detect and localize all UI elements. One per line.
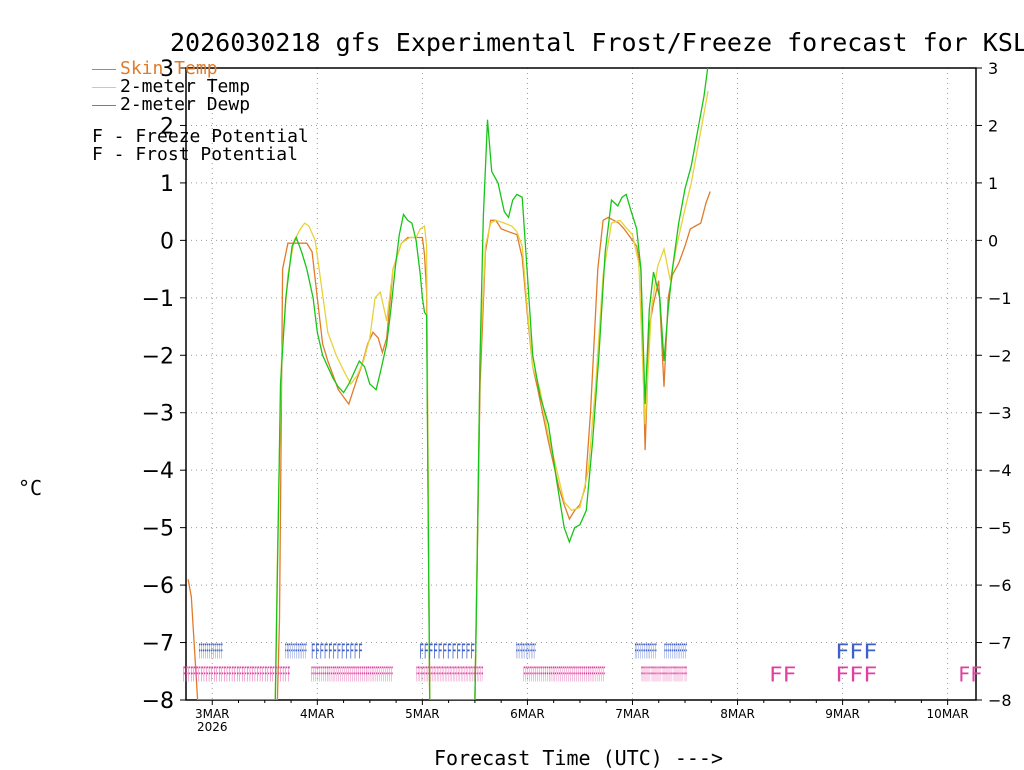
legend-temp-label: 2-meter Temp <box>120 76 251 97</box>
y-tick-label-left: 1 <box>160 172 174 197</box>
y-tick-label-left: −4 <box>142 459 174 484</box>
frost-marker: FFFFFFFFFFFF <box>664 639 687 663</box>
legend-freeze-potential: F - Freeze Potential <box>92 126 309 147</box>
frost-marker: FFFFFFFFFFFF <box>199 639 223 663</box>
y-tick-label-right: 2 <box>988 116 998 135</box>
x-tick-label: 6MAR <box>510 707 545 721</box>
y-tick-label-left: −5 <box>142 517 174 542</box>
y-tick-label-right: 3 <box>988 59 998 78</box>
x-tick-label: 3MAR <box>195 707 230 721</box>
freeze-marker: FF <box>769 662 796 686</box>
y-tick-label-left: −1 <box>142 287 174 312</box>
y-tick-label-left: 0 <box>160 229 174 254</box>
legend-skin-label: Skin Temp <box>120 58 218 79</box>
x-tick-label: 4MAR <box>300 707 335 721</box>
legend-skin-swatch <box>92 68 116 70</box>
x-tick-label: 9MAR <box>825 707 860 721</box>
x-tick-label: 5MAR <box>405 707 440 721</box>
legend-skin-temp: Skin Temp <box>92 60 218 78</box>
y-tick-label-left: −2 <box>142 344 174 369</box>
frost-marker: FFF <box>835 639 877 663</box>
x-tick-sublabel: 2026 <box>197 720 228 734</box>
freeze-marker: FFFFFFFFFFFFFFFFFFFFFFFFFFFFFFFFFFFFFFFF… <box>183 662 290 686</box>
legend-2m-temp: 2-meter Temp <box>92 78 250 96</box>
legend-2m-dewp: 2-meter Dewp <box>92 96 250 114</box>
y-tick-label-right: −4 <box>988 461 1012 480</box>
chart-title: 2026030218 gfs Experimental Frost/Freeze… <box>170 28 1024 57</box>
legend-temp-swatch <box>92 86 116 88</box>
y-tick-label-left: 2 <box>160 114 174 139</box>
freeze-marker: FFFFFFFFFFFFFFFFFFFFFFFFFFFFFFFFFFFFFFFF… <box>416 662 483 686</box>
legend-dewp-swatch <box>92 104 116 106</box>
y-tick-label-left: −6 <box>142 574 174 599</box>
legend-frost-potential: F - Frost Potential <box>92 144 298 165</box>
y-tick-label-right: −1 <box>988 289 1012 308</box>
y-tick-label-left: −7 <box>142 632 174 657</box>
freeze-marker: FF <box>958 662 982 686</box>
y-axis-label: °C <box>18 476 43 500</box>
series-line-temp <box>274 90 709 700</box>
y-tick-label-right: −3 <box>988 404 1012 423</box>
frost-marker: FFFFFFFFFFFF <box>635 639 657 663</box>
x-axis-label: Forecast Time (UTC) ---> <box>434 746 723 770</box>
frost-marker: FFFFFFFFFFFF <box>285 639 307 663</box>
freeze-marker: FFF <box>835 662 877 686</box>
freeze-marker: FFFFFFFFFFFFFFFFFFFFFFFFFFFFFFFFFFFFFFFF… <box>311 662 393 686</box>
legend-dewp-label: 2-meter Dewp <box>120 94 251 115</box>
y-tick-label-right: 1 <box>988 174 998 193</box>
y-tick-label-left: 3 <box>160 57 174 82</box>
series-line-dewp <box>274 68 709 700</box>
x-tick-label: 7MAR <box>615 707 650 721</box>
frost-marker: FFFFFFFFFFFF <box>419 639 475 663</box>
x-tick-label: 8MAR <box>720 707 755 721</box>
y-tick-label-right: −2 <box>988 346 1012 365</box>
y-tick-label-left: −8 <box>142 689 174 714</box>
frost-marker: FFFFFFFFFFFF <box>516 639 536 663</box>
frost-marker: FFFFFFFFFFFF <box>311 639 363 663</box>
y-tick-label-right: −5 <box>988 519 1012 538</box>
y-tick-label-right: −7 <box>988 634 1012 653</box>
x-tick-label: 10MAR <box>927 707 969 721</box>
freeze-marker: FFFFFFFFFFFFFFFFFFFFFFFFFFFFFFFFFFFFFFFF… <box>523 662 605 686</box>
y-tick-label-right: 0 <box>988 231 998 250</box>
y-tick-label-left: −3 <box>142 402 174 427</box>
plot-frame <box>185 67 977 701</box>
y-tick-label-right: −8 <box>988 691 1012 710</box>
series-line-skin <box>187 191 711 700</box>
freeze-marker: FFFFFFFFFFFFFFFFFFFFFFFFFFFFFFFFFFFFFFFF… <box>641 662 687 686</box>
y-tick-label-right: −6 <box>988 576 1012 595</box>
